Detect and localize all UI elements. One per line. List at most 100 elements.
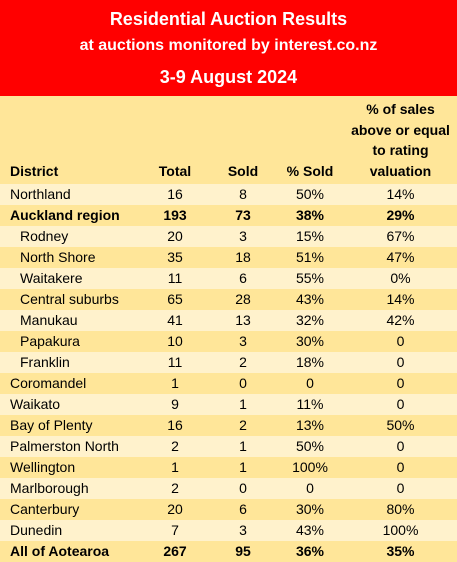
sold-cell: 1 [210,457,276,478]
pct-sold-cell: 32% [276,310,344,331]
pct-above-rv-cell: 14% [344,289,457,310]
table-row: Marlborough 2 0 0 0 [0,478,457,499]
sold-cell: 1 [210,436,276,457]
sold-cell: 18 [210,247,276,268]
table-row: Papakura 10 3 30% 0 [0,331,457,352]
table-row: Bay of Plenty 16 2 13% 50% [0,415,457,436]
pct-sold-cell: 43% [276,289,344,310]
total-cell: 193 [140,205,210,226]
sold-cell: 0 [210,373,276,394]
district-cell: Waikato [0,394,140,415]
total-cell: 20 [140,499,210,520]
pct-sold-cell: 15% [276,226,344,247]
pct-above-rv-cell: 80% [344,499,457,520]
district-cell: Waitakere [0,268,140,289]
column-header-sold: Sold [210,96,276,184]
total-cell: 65 [140,289,210,310]
total-cell: 7 [140,520,210,541]
pct-above-rv-cell: 0 [344,352,457,373]
district-cell: Rodney [0,226,140,247]
pct-sold-cell: 38% [276,205,344,226]
table-row: Wellington 1 1 100% 0 [0,457,457,478]
pct-sold-cell: 36% [276,541,344,562]
table-row: Canterbury 20 6 30% 80% [0,499,457,520]
district-cell: Northland [0,184,140,205]
sold-cell: 0 [210,478,276,499]
total-cell: 16 [140,415,210,436]
report-subtitle: at auctions monitored by interest.co.nz [79,37,378,54]
table-row: Northland 16 8 50% 14% [0,184,457,205]
table-row: Dunedin 7 3 43% 100% [0,520,457,541]
total-cell: 1 [140,373,210,394]
pct-sold-cell: 43% [276,520,344,541]
district-cell: Auckland region [0,205,140,226]
column-header-pct-above-rv: % of sales above or equal to rating valu… [344,96,457,184]
pct-sold-cell: 30% [276,499,344,520]
total-cell: 2 [140,478,210,499]
pct-sold-cell: 0 [276,373,344,394]
sold-cell: 8 [210,184,276,205]
table-row: North Shore 35 18 51% 47% [0,247,457,268]
district-cell: Canterbury [0,499,140,520]
pct-above-rv-cell: 0 [344,457,457,478]
pct-sold-cell: 30% [276,331,344,352]
pct-above-rv-cell: 50% [344,415,457,436]
total-cell: 1 [140,457,210,478]
table-row: Waitakere 11 6 55% 0% [0,268,457,289]
pct-above-rv-cell: 29% [344,205,457,226]
table-row: Manukau 41 13 32% 42% [0,310,457,331]
total-cell: 2 [140,436,210,457]
table-row: Auckland region 193 73 38% 29% [0,205,457,226]
district-cell: Dunedin [0,520,140,541]
pct-sold-cell: 11% [276,394,344,415]
pct-sold-cell: 51% [276,247,344,268]
sold-cell: 3 [210,226,276,247]
district-cell: All of Aotearoa [0,541,140,562]
column-header-pct-sold: % Sold [276,96,344,184]
total-cell: 10 [140,331,210,352]
district-cell: Bay of Plenty [0,415,140,436]
pct-above-rv-cell: 42% [344,310,457,331]
district-cell: Wellington [0,457,140,478]
pct-above-rv-cell: 100% [344,520,457,541]
table-row: Rodney 20 3 15% 67% [0,226,457,247]
pct-above-rv-cell: 47% [344,247,457,268]
pct-above-rv-cell: 0 [344,478,457,499]
district-cell: Manukau [0,310,140,331]
total-cell: 11 [140,352,210,373]
sold-cell: 6 [210,499,276,520]
table-row: Coromandel 1 0 0 0 [0,373,457,394]
pct-sold-cell: 18% [276,352,344,373]
total-cell: 11 [140,268,210,289]
column-header-total: Total [140,96,210,184]
report-header: Residential Auction Results at auctions … [0,0,457,96]
table-row: Franklin 11 2 18% 0 [0,352,457,373]
pct-above-rv-cell: 0% [344,268,457,289]
sold-cell: 2 [210,415,276,436]
pct-above-rv-cell: 14% [344,184,457,205]
table-body: Northland 16 8 50% 14% Auckland region 193 73 38… [0,184,457,562]
pct-above-rv-cell: 35% [344,541,457,562]
pct-sold-cell: 0 [276,478,344,499]
table-row: All of Aotearoa 267 95 36% 35% [0,541,457,562]
pct-sold-cell: 50% [276,184,344,205]
pct-sold-cell: 13% [276,415,344,436]
sold-cell: 3 [210,331,276,352]
district-cell: Central suburbs [0,289,140,310]
table-row: Central suburbs 65 28 43% 14% [0,289,457,310]
report-title: Residential Auction Results [109,9,348,29]
district-cell: North Shore [0,247,140,268]
pct-sold-cell: 100% [276,457,344,478]
district-cell: Marlborough [0,478,140,499]
district-cell: Coromandel [0,373,140,394]
sold-cell: 1 [210,394,276,415]
pct-sold-cell: 50% [276,436,344,457]
sold-cell: 95 [210,541,276,562]
report-date-range: 3-9 August 2024 [159,67,298,87]
sold-cell: 28 [210,289,276,310]
pct-above-rv-cell: 0 [344,373,457,394]
table-header-row: District Total Sold % Sold % of sales ab… [0,96,457,184]
total-cell: 41 [140,310,210,331]
total-cell: 9 [140,394,210,415]
